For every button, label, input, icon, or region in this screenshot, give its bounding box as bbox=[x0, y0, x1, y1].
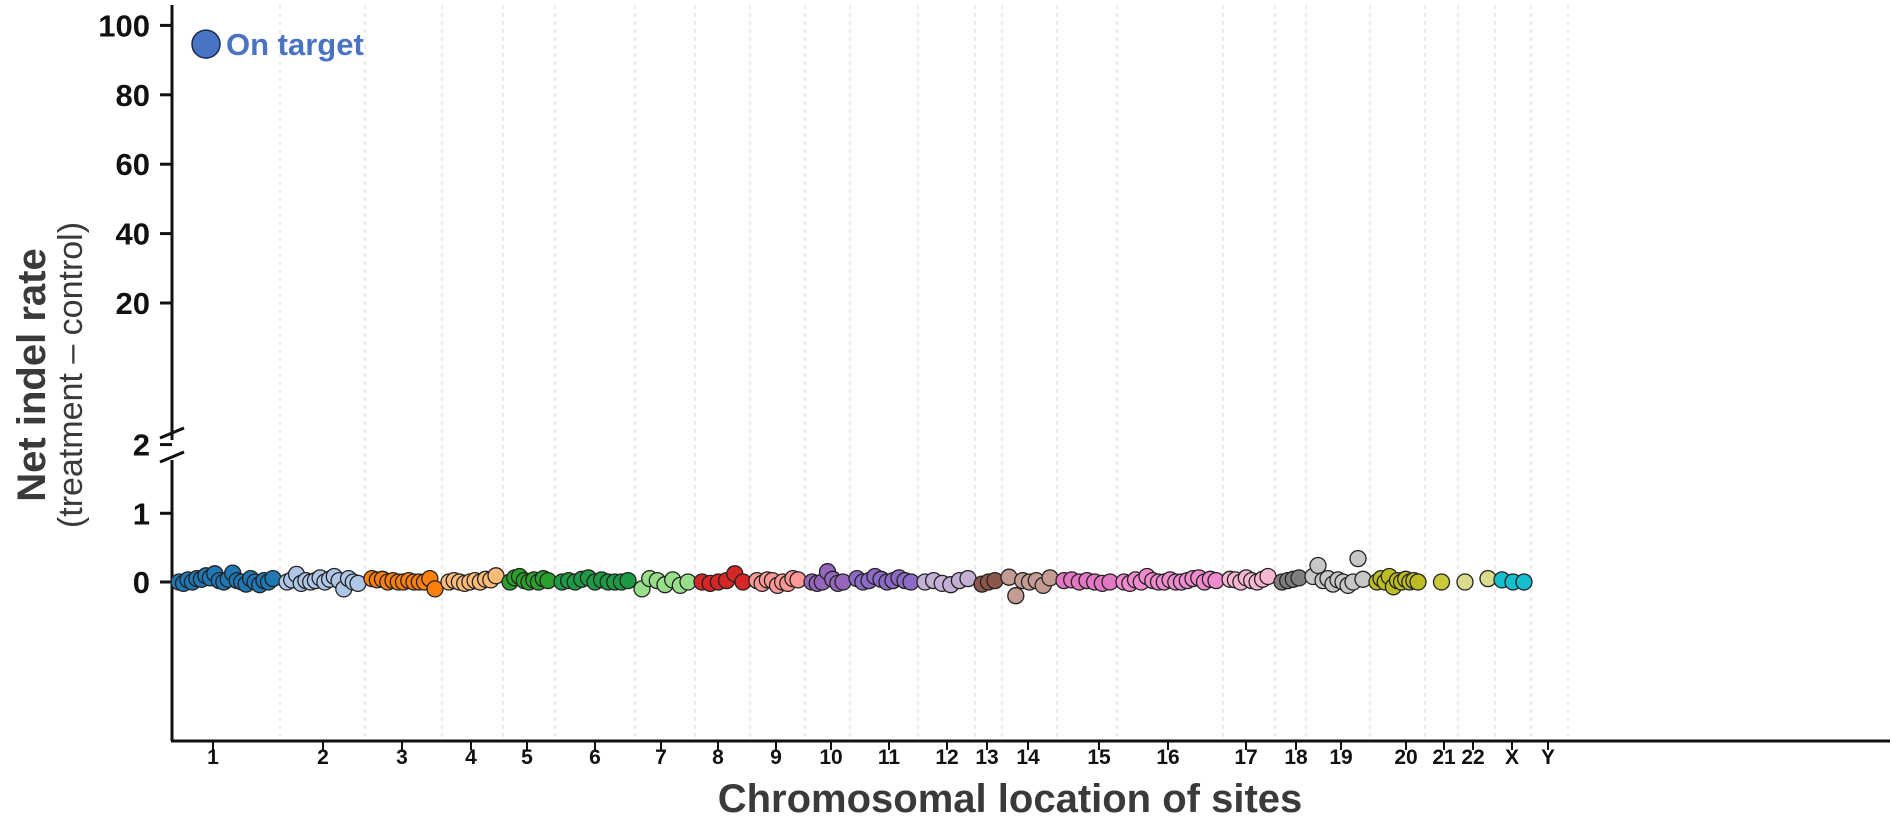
data-point-chrX bbox=[1515, 573, 1533, 591]
x-tick-label: Y bbox=[1541, 746, 1555, 769]
y-ticks-lower: 0 1 2 bbox=[133, 428, 172, 600]
x-tick-label: 10 bbox=[819, 746, 842, 769]
data-point-chr19 bbox=[1349, 549, 1367, 568]
y-tick-label: 1 bbox=[133, 496, 150, 531]
y-axis-subtitle: (treatment – control) bbox=[52, 222, 90, 528]
data-point-chr19 bbox=[1354, 570, 1372, 588]
y-tick-label: 2 bbox=[133, 428, 150, 463]
y-tick-label: 40 bbox=[116, 217, 150, 252]
x-tick-label: 12 bbox=[935, 746, 958, 769]
y-tick-label: 80 bbox=[116, 78, 150, 113]
y-axis-title: Net indel rate bbox=[10, 248, 54, 501]
x-axis-title: Chromosomal location of sites bbox=[718, 777, 1303, 821]
data-point-chr6 bbox=[619, 571, 637, 590]
x-tick-label: 7 bbox=[655, 746, 667, 769]
data-point-chr22 bbox=[1456, 573, 1474, 591]
x-tick-label: 18 bbox=[1284, 746, 1308, 769]
x-tick-label: 11 bbox=[878, 746, 901, 769]
x-tick-label: 2 bbox=[317, 746, 329, 769]
x-tick-label: 14 bbox=[1016, 746, 1040, 769]
data-point-chr21 bbox=[1432, 573, 1451, 591]
x-tick-label: 21 bbox=[1432, 746, 1456, 769]
y-tick-label: 100 bbox=[98, 8, 150, 43]
x-tick-label: 17 bbox=[1234, 746, 1257, 769]
x-tick-label: 16 bbox=[1156, 746, 1179, 769]
data-point-chr3 bbox=[426, 580, 444, 598]
x-tick-label: 19 bbox=[1329, 746, 1352, 769]
axes bbox=[159, 5, 1890, 743]
on-target-point bbox=[191, 29, 221, 59]
data-point-chr10 bbox=[834, 573, 852, 591]
data-point-chr9 bbox=[789, 571, 807, 589]
grid-lines bbox=[279, 5, 1569, 738]
data-point-chr1 bbox=[264, 569, 282, 588]
data-point-chr14 bbox=[1007, 587, 1025, 605]
x-tick-label: 13 bbox=[975, 746, 998, 769]
axis-break-marker bbox=[159, 426, 185, 464]
y-tick-label: 60 bbox=[116, 147, 150, 182]
x-tick-label: 4 bbox=[465, 746, 477, 769]
y-ticks-upper: 20 40 60 80 100 bbox=[98, 8, 172, 321]
x-tick-label: 3 bbox=[396, 746, 408, 769]
x-tick-label: 9 bbox=[770, 746, 782, 769]
data-points bbox=[170, 549, 1533, 605]
x-tick-label: 8 bbox=[712, 746, 724, 769]
y-tick-label: 0 bbox=[133, 565, 150, 600]
x-tick-label: 5 bbox=[521, 746, 533, 769]
x-tick-label: X bbox=[1505, 746, 1519, 769]
data-point-chr20 bbox=[1409, 573, 1427, 591]
x-tick-label: 6 bbox=[589, 746, 601, 769]
x-tick-label: 1 bbox=[207, 746, 219, 769]
x-tick-label: 22 bbox=[1461, 746, 1484, 769]
on-target-label: On target bbox=[226, 27, 364, 62]
data-point-chr13 bbox=[986, 571, 1004, 590]
x-tick-label: 15 bbox=[1087, 746, 1111, 769]
data-point-chr19 bbox=[1309, 556, 1327, 575]
on-target-annotation: On target bbox=[191, 27, 364, 62]
data-point-chr14 bbox=[1041, 569, 1059, 587]
x-tick-label: 20 bbox=[1394, 746, 1417, 769]
y-tick-label: 20 bbox=[116, 286, 150, 321]
x-ticks: 1 2 3 4 5 6 7 8 9 10 11 12 13 14 15 16 17 18 19 20 21 22 X Y bbox=[207, 741, 1555, 769]
